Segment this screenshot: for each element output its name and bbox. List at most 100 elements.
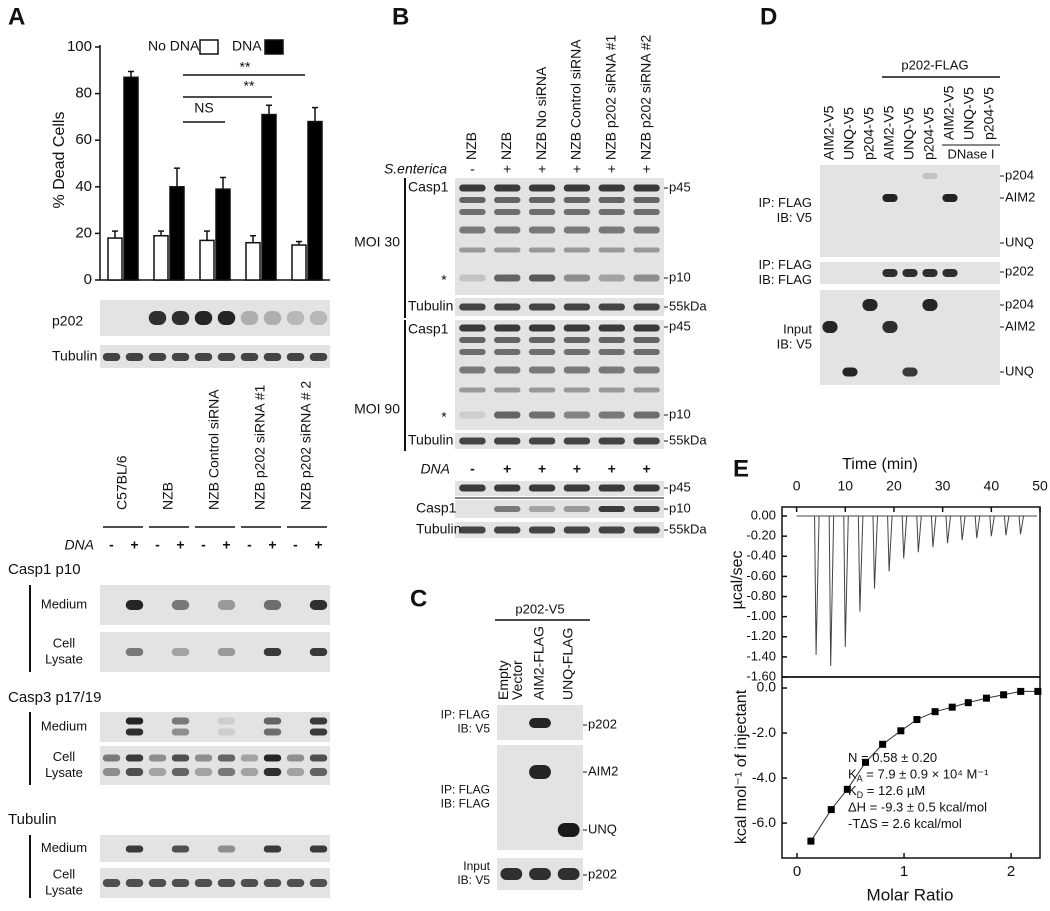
panel-letter: C [410,585,427,612]
y-tick-label: -2.0 [752,724,776,740]
lane-label: UNQ-V5 [841,107,857,160]
sign: + [538,461,546,477]
blot [455,481,664,496]
blot-band [102,353,121,361]
blot-band [148,768,167,776]
blot-band [171,768,190,776]
blot-band [171,845,190,853]
blot-band [494,366,521,374]
x-tick-label: 10 [837,478,853,494]
blot-band [862,299,878,311]
blot-label: Input [463,859,490,873]
blot-band [125,353,144,361]
blot-band [633,506,660,512]
injection-peak [945,515,952,544]
lane-label: NZB p202 siRNA # 2 [298,381,314,510]
blot-band [309,717,328,725]
group-label: MOI 90 [354,401,400,417]
treatment-label: DNA [420,461,450,477]
blot-band [459,366,486,374]
lane-label: p204-V5 [981,87,997,140]
blot-band [459,337,486,343]
bar [153,234,169,281]
sign: + [503,461,511,477]
sign: + [268,537,276,553]
blot-band [171,879,190,887]
blot-label: Casp1 [408,321,449,337]
blot-band [148,353,167,361]
blot-band [922,299,938,311]
blot-band [528,324,556,332]
blot-band [563,526,591,534]
blot-band [563,506,591,512]
blot-band [882,194,898,202]
blot-band [528,247,556,253]
blot-band [528,506,556,512]
data-point [913,716,921,724]
blot-band [633,349,660,355]
blot [455,500,664,518]
injection-peak [843,516,849,647]
blot-band [309,353,328,361]
blot-label: Casp1 [408,179,449,195]
blot-band [286,311,305,325]
blot-band [459,349,486,355]
lane-label: NZB [463,132,479,160]
fit-parameter-text: = 7.9 ± 0.9 × 10⁴ M⁻¹ [863,767,989,782]
bar [215,188,231,281]
blot-label: p202 [52,313,83,329]
y-tick-label: -4.0 [752,769,776,785]
blot-band [563,366,591,374]
blot-band [563,484,591,492]
fit-parameter-text: K [848,767,857,782]
blot-label: IB: V5 [777,210,812,225]
blot-band [102,879,121,887]
blot-band [240,754,259,762]
marker-label: 55kDa [669,432,707,447]
blot-band [563,387,591,393]
sign: - [470,161,475,177]
blot-band [125,768,144,776]
construct-label: p202-FLAG [901,57,968,72]
sign: + [642,161,650,177]
blot-band [459,526,486,534]
blot-band [148,879,167,887]
blot-band [563,209,591,215]
x-tick-label: 2 [1007,863,1015,880]
blot-band [494,226,521,234]
blot-band [598,324,625,332]
blot-band [102,768,121,776]
blot-band [459,387,486,393]
marker-label: UNQ [1005,363,1034,378]
blot-band [633,184,660,192]
marker-label: AIM2 [1005,318,1035,333]
lane-label: AIM2-FLAG [531,626,547,700]
blot-band [217,717,236,725]
fit-parameter-subscript: D [857,790,864,800]
panel-letter: E [733,455,749,482]
fit-parameter: KA = 7.9 ± 0.9 × 10⁴ M⁻¹ [848,767,989,784]
marker-label: p202 [1005,263,1034,278]
x-tick-label: 1 [900,863,908,880]
blot-band [598,247,625,253]
blot-band [494,387,521,393]
row-label: Lysate [45,765,83,780]
blot-band [286,353,305,361]
sign: + [573,161,581,177]
bar [291,244,307,281]
fit-parameter-text: K [848,783,857,798]
section-title: Casp1 p10 [8,561,81,578]
blot-band [125,845,144,853]
bar [169,186,185,281]
blot-band [263,728,282,736]
blot-band [125,600,144,610]
blot-band [494,324,521,332]
blot-band [171,728,190,736]
y-tick-label: -0.20 [746,528,776,543]
lane-label: Empty [495,660,511,700]
y-axis-label: kcal mol⁻¹ of injectant [733,689,750,844]
blot-band [633,366,660,374]
blot-band [494,197,521,203]
row-label: Cell [53,749,76,764]
data-point [843,785,851,793]
